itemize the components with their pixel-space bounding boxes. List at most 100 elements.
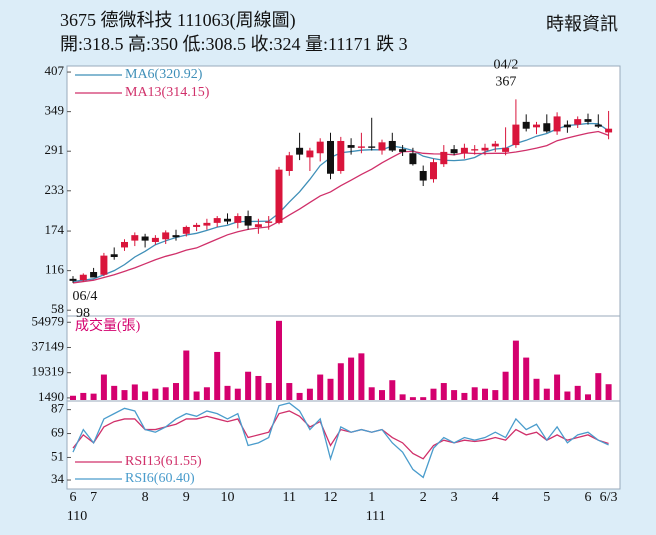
x-tick-label: 6/3 <box>600 490 618 505</box>
candle-body <box>553 116 561 132</box>
volume-bar <box>605 384 612 400</box>
y-tick-label: 37149 <box>32 338 65 353</box>
candle-body <box>409 153 417 165</box>
volume-bar <box>399 394 406 400</box>
candle-body <box>162 232 170 240</box>
volume-bar <box>203 387 210 400</box>
candle-body <box>460 147 468 154</box>
candle-body <box>296 147 304 155</box>
candle-body <box>594 124 602 127</box>
candle-body <box>79 274 87 281</box>
candle-body <box>368 146 376 148</box>
y-tick-label: 58 <box>51 301 64 316</box>
legend-label: MA13(314.15) <box>125 85 210 100</box>
volume-bar <box>533 378 540 400</box>
candle-body <box>512 124 520 146</box>
candle-body <box>605 128 613 133</box>
y-tick-label: 69 <box>51 425 64 440</box>
volume-bar <box>306 388 313 400</box>
quote: 開:318.5 高:350 低:308.5 收:324 量:11171 跌 3 <box>60 34 408 54</box>
volume-bar <box>512 340 519 400</box>
candle-body <box>471 149 479 151</box>
volume-bar <box>543 388 550 400</box>
volume-bar <box>214 351 221 400</box>
volume-bar <box>152 388 159 400</box>
candle-body <box>419 171 427 181</box>
x-tick-label: 10 <box>221 490 235 505</box>
x-tick-label: 6 <box>70 490 77 505</box>
x-tick-label: 11 <box>283 490 296 505</box>
volume-bar <box>100 374 107 400</box>
candle-body <box>110 254 118 257</box>
candle-body <box>337 140 345 172</box>
candle-body <box>327 140 334 174</box>
volume-bar <box>276 320 282 400</box>
volume-bar <box>121 390 128 400</box>
y-tick-label: 407 <box>45 63 65 78</box>
series-line <box>72 130 609 284</box>
candle-body <box>69 278 77 281</box>
volume-bar <box>348 357 355 400</box>
candle-body <box>244 216 252 226</box>
candle-body <box>450 149 458 154</box>
y-tick-label: 1490 <box>38 389 64 404</box>
volume-bar <box>502 371 509 400</box>
volume-bar <box>409 397 416 400</box>
candle-body <box>574 119 582 125</box>
x-tick-label: 1 <box>368 490 375 505</box>
x-tick-label: 8 <box>142 490 149 505</box>
volume-bar <box>574 385 581 400</box>
rsi-panel <box>66 400 621 490</box>
y-tick-label: 87 <box>51 401 65 416</box>
candle-body <box>254 224 262 227</box>
y-tick-label: 291 <box>45 142 65 157</box>
legend-label: RSI13(61.55) <box>125 454 202 469</box>
volume-bar <box>111 385 118 400</box>
volume-bar <box>379 390 385 400</box>
volume-bar <box>317 374 324 400</box>
volume-bar <box>595 373 602 400</box>
candle-body <box>563 124 571 128</box>
volume-bar <box>389 380 396 400</box>
volume-bar <box>564 391 571 400</box>
candle-body <box>234 216 242 223</box>
y-tick-label: 54979 <box>32 313 65 328</box>
high-date: 04/2 <box>493 58 518 73</box>
chart-title: 3675 德微科技 111063(周線圖) <box>60 10 296 31</box>
x-year-label: 111 <box>366 509 386 524</box>
candle-body <box>316 141 324 154</box>
volume-bar <box>245 371 252 400</box>
volume-bar <box>585 394 591 400</box>
volume-bar <box>337 363 344 400</box>
y-tick-label: 116 <box>45 262 65 277</box>
x-tick-label: 9 <box>183 490 190 505</box>
candle-body <box>543 123 551 132</box>
candle-body <box>121 241 128 248</box>
volume-bar <box>482 388 488 400</box>
volume-bar <box>492 390 499 400</box>
price-panel <box>66 65 621 317</box>
volume-bar <box>286 383 293 400</box>
volume-bar <box>471 387 478 400</box>
candle-body <box>522 121 530 129</box>
candle-body <box>306 150 314 158</box>
volume-bar <box>224 385 231 400</box>
y-tick-label: 233 <box>45 182 65 197</box>
series-line <box>72 402 609 479</box>
low-value: 98 <box>76 306 90 321</box>
candle-body <box>491 143 499 147</box>
volume-bar <box>554 374 561 400</box>
volume-bar <box>327 378 334 400</box>
candle-body <box>213 218 221 223</box>
volume-bar <box>255 375 262 400</box>
volume-bar <box>80 392 87 400</box>
candle-body <box>172 235 180 238</box>
candle-body <box>203 222 211 226</box>
volume-bar <box>173 383 179 400</box>
candle-body <box>224 218 231 222</box>
legend-label: MA6(320.92) <box>125 67 203 82</box>
candle-body <box>193 224 201 227</box>
x-tick-label: 12 <box>324 490 338 505</box>
x-tick-label: 5 <box>543 490 550 505</box>
